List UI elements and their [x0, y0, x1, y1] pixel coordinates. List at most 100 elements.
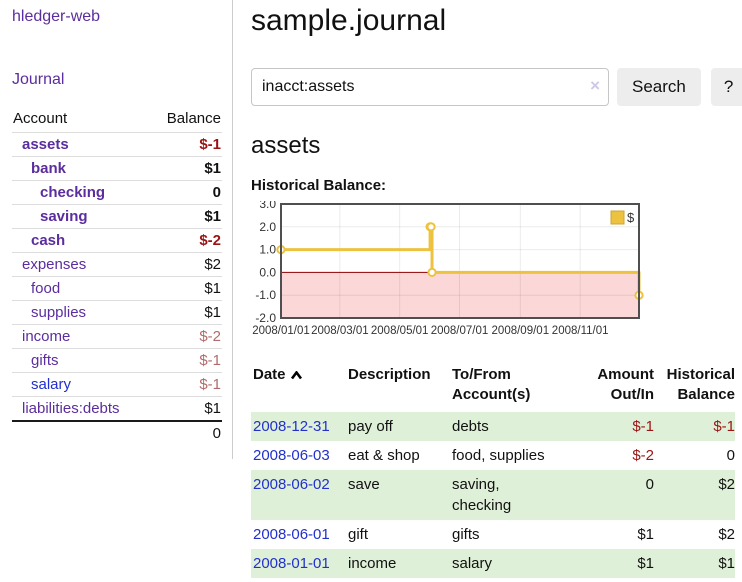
transaction-balance: $-1 [654, 411, 735, 441]
account-row: cash $-2 [12, 228, 222, 253]
account-heading: assets [251, 132, 321, 159]
register-header-balance: Historical Balance [666, 366, 735, 404]
account-balance: $2 [149, 252, 222, 277]
svg-text:1.0: 1.0 [259, 243, 276, 257]
register-row: 2008-06-01 gift gifts $1 $2 [251, 520, 735, 549]
account-row: salary $-1 [12, 372, 222, 397]
search-input[interactable] [251, 68, 609, 106]
transaction-description: gift [348, 525, 369, 543]
account-row: gifts $-1 [12, 348, 222, 373]
transaction-balance: $2 [718, 525, 735, 543]
account-balance: $1 [149, 300, 222, 325]
account-link[interactable]: food [31, 280, 61, 297]
transaction-amount: $1 [637, 525, 654, 543]
accounts-table: Account Balance assets $-1 bank $1 checking 0… [12, 107, 222, 445]
account-link[interactable]: saving [40, 208, 88, 225]
search-box: × [251, 68, 609, 106]
accounts-total-row: 0 [12, 420, 222, 445]
svg-text:2008/03/01: 2008/03/01 [311, 325, 369, 337]
transaction-amount: $-1 [582, 411, 654, 441]
svg-text:-1.0: -1.0 [255, 288, 276, 302]
account-link[interactable]: salary [31, 376, 72, 393]
account-link[interactable]: supplies [31, 304, 87, 321]
register-header-description: Description [348, 366, 431, 383]
sidebar-item-journal[interactable]: Journal [12, 71, 65, 88]
account-balance: 0 [149, 180, 222, 205]
main-content: sample.journal × Search ? assets Histori… [233, 0, 742, 578]
help-button[interactable]: ? [710, 68, 742, 106]
transaction-balance: $1 [654, 548, 735, 578]
sidebar: hledger-web Journal Account Balance asse… [0, 0, 233, 459]
chart-title: Historical Balance: [251, 177, 387, 194]
account-balance: $-1 [149, 348, 222, 373]
register-row: 2008-06-03 eat & shop food, supplies $-2 0 [251, 441, 735, 470]
svg-text:2008/01/01: 2008/01/01 [252, 325, 310, 337]
transaction-balance: 0 [726, 446, 735, 464]
sort-ascending-icon [290, 367, 303, 384]
transaction-accounts: food, supplies [452, 446, 545, 464]
account-link[interactable]: expenses [22, 256, 87, 273]
transaction-date-link[interactable]: 2008-06-02 [253, 475, 330, 493]
register-header-date-label: Date [253, 366, 286, 383]
account-row: income $-2 [12, 324, 222, 349]
register-header-amount: Amount Out/In [597, 366, 654, 404]
search-button[interactable]: Search [617, 68, 701, 106]
transaction-accounts: gifts [452, 525, 480, 543]
account-balance: $1 [149, 396, 222, 421]
transaction-date-link[interactable]: 2008-06-03 [253, 446, 330, 464]
transaction-amount: $1 [582, 548, 654, 578]
account-row: expenses $2 [12, 252, 222, 277]
svg-text:$: $ [627, 210, 635, 225]
transaction-accounts: saving, checking [452, 469, 582, 520]
account-row: assets $-1 [12, 132, 222, 157]
svg-text:2008/07/01: 2008/07/01 [431, 325, 489, 337]
register-row: 2008-12-31 pay off debts $-1 $-1 [251, 411, 735, 441]
account-link[interactable]: liabilities:debts [22, 400, 120, 417]
register-header-row: Date Description To/From Account(s) Amou… [251, 363, 735, 412]
account-balance: $1 [149, 204, 222, 229]
search-form: × Search ? [251, 68, 742, 106]
account-link[interactable]: cash [31, 232, 66, 249]
accounts-header-row: Account Balance [12, 107, 222, 133]
account-link[interactable]: gifts [31, 352, 59, 369]
account-balance: $-2 [149, 228, 222, 253]
transaction-balance: $2 [654, 469, 735, 520]
register-table: Date Description To/From Account(s) Amou… [251, 363, 735, 578]
transaction-description: eat & shop [348, 446, 420, 464]
historical-balance-chart: $3.0 2.0 1.0 0.0 -1.0 -2.0 2008/01/01 2008/03/0… [251, 197, 742, 345]
register-header-date[interactable]: Date [251, 363, 348, 412]
account-balance: $-2 [149, 324, 222, 349]
svg-text:2008/11/01: 2008/11/01 [552, 325, 609, 337]
svg-text:3.0: 3.0 [259, 201, 276, 211]
account-row: supplies $1 [12, 300, 222, 325]
transaction-date-link[interactable]: 2008-06-01 [253, 525, 330, 543]
transaction-accounts: salary [452, 548, 582, 578]
app-title-link[interactable]: hledger-web [12, 8, 101, 25]
svg-text:0.0: 0.0 [259, 265, 276, 279]
account-balance: $-1 [149, 132, 222, 157]
account-row: saving $1 [12, 204, 222, 229]
account-link[interactable]: bank [31, 160, 67, 177]
transaction-date-link[interactable]: 2008-01-01 [253, 554, 330, 572]
account-link[interactable]: checking [40, 184, 106, 201]
clear-search-icon[interactable]: × [590, 76, 600, 95]
transaction-amount: 0 [582, 469, 654, 520]
account-row: bank $1 [12, 156, 222, 181]
account-row: liabilities:debts $1 [12, 396, 222, 421]
svg-text:2008/05/01: 2008/05/01 [371, 325, 429, 337]
transaction-date-link[interactable]: 2008-12-31 [253, 417, 330, 435]
account-balance: $-1 [149, 372, 222, 397]
accounts-header-account: Account [13, 110, 68, 127]
account-link[interactable]: assets [22, 136, 69, 153]
account-row: checking 0 [12, 180, 222, 205]
account-link[interactable]: income [22, 328, 71, 345]
register-row: 2008-06-02 save saving, checking 0 $2 [251, 469, 735, 520]
accounts-total-balance: 0 [149, 420, 222, 445]
transaction-description: save [348, 469, 452, 520]
account-row: food $1 [12, 276, 222, 301]
svg-text:2008/09/01: 2008/09/01 [492, 325, 550, 337]
transaction-description: pay off [348, 411, 452, 441]
transaction-description: income [348, 548, 452, 578]
